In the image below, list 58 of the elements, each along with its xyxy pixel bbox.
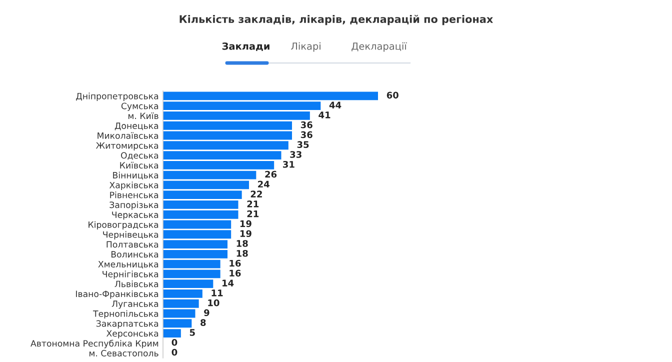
data-label: 44 xyxy=(329,102,342,108)
data-label: 11 xyxy=(212,290,223,296)
y-tick-label: Дніпропетровська xyxy=(76,92,158,102)
data-label: 19 xyxy=(240,230,252,238)
data-label: 21 xyxy=(247,200,259,208)
y-tick-label: Черкаська xyxy=(112,212,158,220)
data-label: 26 xyxy=(265,170,277,178)
y-tick-label: Херсонська xyxy=(106,330,158,338)
y-tick-label: Київська xyxy=(120,162,158,169)
text: Заклади xyxy=(222,42,270,52)
text: Декларації xyxy=(352,42,407,52)
data-label: 36 xyxy=(300,131,312,138)
y-tick-label: м. Київ xyxy=(128,112,158,119)
y-tick-label: Житомирська xyxy=(96,142,158,150)
y-tick-label: Миколаївська xyxy=(98,132,158,139)
y-tick-label: Чернівецька xyxy=(103,231,158,240)
y-tick-label: Запорізька xyxy=(110,201,158,210)
data-label: 35 xyxy=(297,141,309,148)
y-tick-label: Чернігівська xyxy=(102,270,158,280)
text: Лікарі xyxy=(291,42,320,52)
y-tick-label: Вінницька xyxy=(113,172,158,180)
y-tick-label: м. Севастополь xyxy=(89,350,158,356)
data-label: 0 xyxy=(172,348,178,356)
data-label: 22 xyxy=(250,190,262,198)
data-label: 18 xyxy=(236,250,248,257)
y-tick-label: Волинська xyxy=(111,251,158,258)
y-tick-label: Тернопільська xyxy=(92,310,158,319)
data-label: 16 xyxy=(230,270,241,277)
y-tick-label: Одеська xyxy=(120,152,158,160)
y-tick-label: Харківська xyxy=(109,182,158,190)
y-tick-label: Сумська xyxy=(121,102,158,111)
data-label: 5 xyxy=(190,329,195,336)
data-label: 33 xyxy=(290,151,302,158)
data-label: 31 xyxy=(283,160,294,168)
y-tick-label: Автономна Республіка Крим xyxy=(30,340,158,348)
y-tick-label: Рівненська xyxy=(110,192,158,198)
y-tick-label: Хмельницька xyxy=(98,261,158,269)
data-label: 10 xyxy=(208,299,220,306)
data-label: 9 xyxy=(204,309,210,316)
data-label: 14 xyxy=(222,280,234,286)
data-label: 60 xyxy=(386,92,398,99)
y-tick-label: Закарпатська xyxy=(96,320,158,328)
y-tick-label: Кіровоградська xyxy=(88,221,158,230)
data-label: 16 xyxy=(230,260,241,267)
chart-title: Кількість закладів, лікарів, декларацій по регіонах xyxy=(180,14,494,26)
data-label: 24 xyxy=(258,180,270,188)
data-label: 19 xyxy=(240,220,252,228)
data-label: 36 xyxy=(300,121,312,128)
data-label: 0 xyxy=(172,338,178,346)
y-tick-label: Донецька xyxy=(114,122,158,130)
data-label: 41 xyxy=(318,112,330,118)
y-tick-label: Полтавська xyxy=(106,241,158,248)
y-tick-label: Львівська xyxy=(114,280,158,288)
data-label: 18 xyxy=(236,240,248,247)
data-label: 21 xyxy=(247,210,259,218)
y-tick-label: Луганська xyxy=(112,300,158,309)
data-label: 8 xyxy=(200,319,206,326)
y-tick-label: Івано-Франківська xyxy=(76,290,158,299)
